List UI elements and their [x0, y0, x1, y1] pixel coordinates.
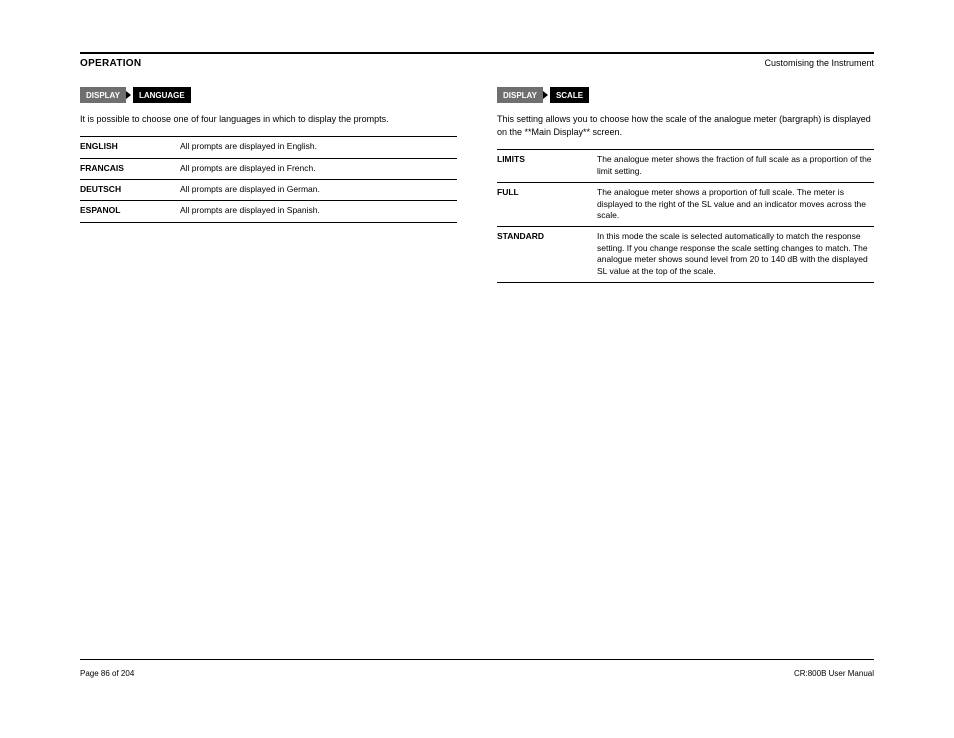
option-name: LIMITS: [497, 154, 587, 164]
two-column-layout: DISPLAY LANGUAGE It is possible to choos…: [80, 87, 874, 283]
option-name: ESPANOL: [80, 205, 170, 215]
breadcrumb-current: LANGUAGE: [133, 87, 191, 103]
option-desc: The analogue meter shows a proportion of…: [597, 187, 874, 221]
section-lead: It is possible to choose one of four lan…: [80, 113, 457, 126]
header-subtitle: Customising the Instrument: [764, 58, 874, 68]
table-row: FULL The analogue meter shows a proporti…: [497, 182, 874, 226]
options-table: ENGLISH All prompts are displayed in Eng…: [80, 136, 457, 223]
table-row: LIMITS The analogue meter shows the frac…: [497, 149, 874, 182]
breadcrumb-current: SCALE: [550, 87, 589, 103]
footer-doc-title: CR:800B User Manual: [794, 669, 874, 678]
bottom-rule: [80, 659, 874, 660]
option-name: FRANCAIS: [80, 163, 170, 173]
option-name: DEUTSCH: [80, 184, 170, 194]
top-rule: [80, 52, 874, 54]
table-row: ENGLISH All prompts are displayed in Eng…: [80, 136, 457, 157]
breadcrumb-parent: DISPLAY: [80, 87, 126, 103]
option-desc: In this mode the scale is selected autom…: [597, 231, 874, 277]
right-column: DISPLAY SCALE This setting allows you to…: [497, 87, 874, 283]
table-row: DEUTSCH All prompts are displayed in Ger…: [80, 179, 457, 200]
option-name: STANDARD: [497, 231, 587, 241]
table-row: FRANCAIS All prompts are displayed in Fr…: [80, 158, 457, 179]
table-row: STANDARD In this mode the scale is selec…: [497, 226, 874, 283]
breadcrumb: DISPLAY LANGUAGE: [80, 87, 457, 103]
page-content: OPERATION Customising the Instrument DIS…: [80, 52, 874, 678]
page-header: OPERATION Customising the Instrument: [80, 58, 874, 69]
footer-page-number: Page 86 of 204: [80, 669, 134, 678]
breadcrumb-parent: DISPLAY: [497, 87, 543, 103]
header-title: OPERATION: [80, 58, 141, 69]
chevron-right-icon: [126, 91, 131, 99]
option-name: ENGLISH: [80, 141, 170, 151]
option-name: FULL: [497, 187, 587, 197]
option-desc: The analogue meter shows the fraction of…: [597, 154, 874, 177]
page-footer: Page 86 of 204 CR:800B User Manual: [80, 669, 874, 678]
options-table: LIMITS The analogue meter shows the frac…: [497, 149, 874, 283]
left-column: DISPLAY LANGUAGE It is possible to choos…: [80, 87, 457, 283]
option-desc: All prompts are displayed in Spanish.: [180, 205, 457, 216]
table-row: ESPANOL All prompts are displayed in Spa…: [80, 200, 457, 222]
option-desc: All prompts are displayed in French.: [180, 163, 457, 174]
chevron-right-icon: [543, 91, 548, 99]
option-desc: All prompts are displayed in German.: [180, 184, 457, 195]
option-desc: All prompts are displayed in English.: [180, 141, 457, 152]
section-lead: This setting allows you to choose how th…: [497, 113, 874, 139]
breadcrumb: DISPLAY SCALE: [497, 87, 874, 103]
